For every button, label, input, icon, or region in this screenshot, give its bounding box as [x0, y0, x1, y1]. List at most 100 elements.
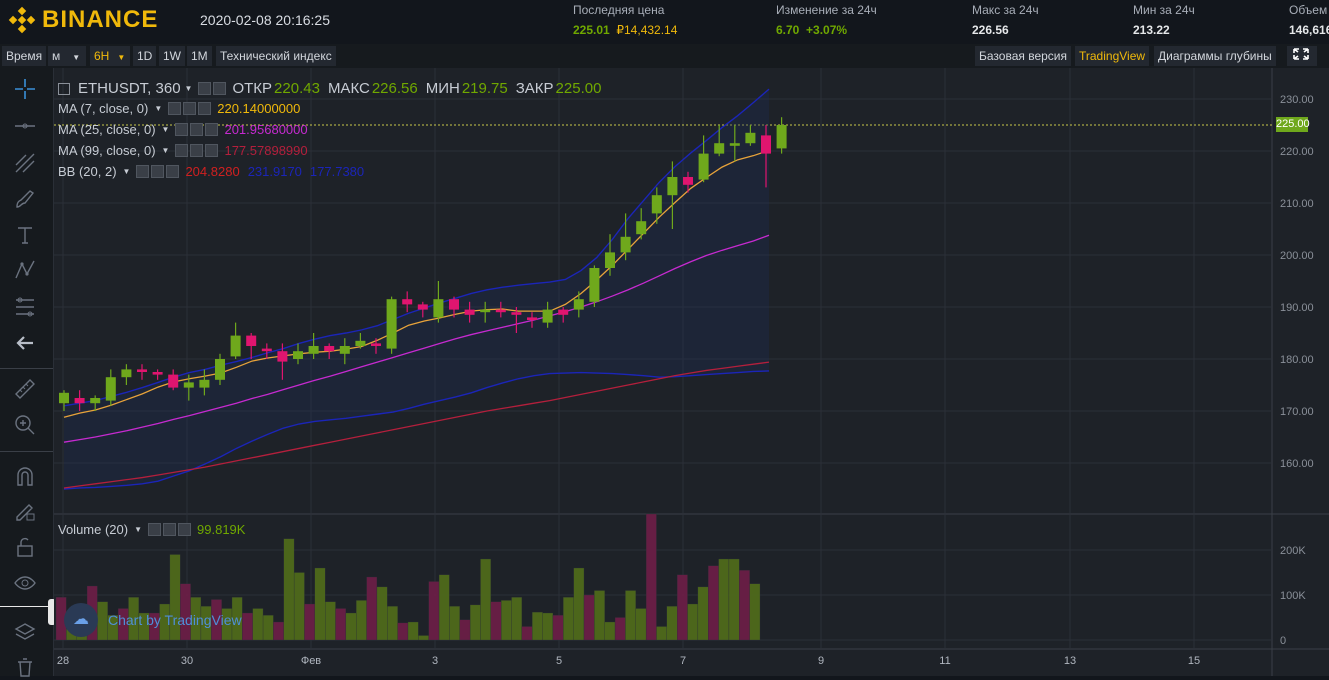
depth-charts-button[interactable]: Диаграммы глубины: [1154, 46, 1276, 66]
trend-line-tool[interactable]: [12, 150, 38, 176]
volume-bar: [666, 606, 678, 641]
price-tick-label: 160.00: [1280, 458, 1314, 470]
tech-index-button[interactable]: Технический индекс: [216, 46, 336, 66]
basic-version-button[interactable]: Базовая версия: [975, 46, 1071, 66]
lock-drawing-tool[interactable]: [12, 498, 38, 524]
chevron-down-icon[interactable]: ▼: [134, 525, 143, 534]
volume-bar: [314, 567, 326, 641]
unlock-icon: [17, 537, 33, 557]
chart-area[interactable]: 230.00 220.00 210.00 200.00 190.00 180.00 170.…: [54, 68, 1329, 676]
high-value: 226.56: [972, 23, 1009, 37]
open-label: ОТКР: [232, 80, 273, 97]
ma25-buttons[interactable]: [175, 123, 219, 136]
candle-body: [355, 340, 366, 346]
chevron-down-icon[interactable]: ▼: [161, 146, 170, 155]
volume-bar: [459, 619, 471, 641]
fib-tool[interactable]: [12, 294, 38, 320]
low-value: 219.75: [461, 80, 508, 97]
collapse-legend-icon[interactable]: [58, 82, 70, 95]
volume-bar: [262, 615, 274, 641]
chevron-down-icon[interactable]: ▼: [154, 104, 163, 113]
volume-bar: [532, 611, 543, 641]
candle-body: [698, 153, 709, 180]
chevron-down-icon[interactable]: ▼: [122, 167, 131, 176]
interval-1d-button[interactable]: 1D: [133, 46, 157, 66]
ma25-label[interactable]: MA (25, close, 0): [58, 122, 156, 137]
pattern-icon: [15, 260, 35, 279]
volume-bars: [55, 513, 761, 641]
chevron-down-icon[interactable]: ▼: [161, 125, 170, 134]
volume-bar: [511, 597, 523, 641]
volume-bar: [687, 603, 699, 641]
candle-body: [183, 382, 194, 388]
chevron-down-icon[interactable]: ▼: [184, 84, 193, 93]
logo[interactable]: BINANCE: [8, 6, 158, 34]
candle-body: [417, 304, 428, 310]
legend-buttons[interactable]: [198, 82, 227, 95]
ma7-buttons[interactable]: [168, 102, 212, 115]
fullscreen-button[interactable]: [1287, 46, 1317, 66]
watermark-text: Chart by TradingView: [108, 612, 242, 628]
last-price-value: 225.01: [573, 23, 610, 37]
candle-body: [449, 299, 459, 310]
volume-tick-label: 100K: [1280, 590, 1306, 602]
crosshair-tool[interactable]: [12, 76, 38, 102]
candle-body: [558, 309, 569, 315]
interval-1m-button[interactable]: 1M: [187, 46, 212, 66]
ma99-buttons[interactable]: [175, 144, 219, 157]
volume-bar: [438, 574, 450, 641]
ma99-label[interactable]: MA (99, close, 0): [58, 143, 156, 158]
text-tool[interactable]: [12, 222, 38, 248]
back-tool[interactable]: [12, 330, 38, 356]
bollinger-band-fill: [64, 89, 769, 490]
unlock-tool[interactable]: [12, 534, 38, 560]
time-tick-label: 11: [939, 655, 950, 667]
layers-tool[interactable]: [12, 620, 38, 646]
bb-upper-value: 231.9170: [247, 164, 302, 179]
candle-body: [137, 369, 147, 372]
symbol-legend: ETHUSDT, 360 ▼ ОТКР 220.43 МАКС 226.56 М…: [58, 80, 609, 97]
volume-label[interactable]: Volume (20): [58, 522, 129, 537]
volume-bar: [490, 601, 502, 641]
price-chart[interactable]: 230.00 220.00 210.00 200.00 190.00 180.00 170.…: [54, 68, 1329, 676]
volume-bar: [428, 581, 440, 641]
candle-body: [371, 343, 381, 346]
bb-upper-line: [63, 88, 770, 407]
time-label[interactable]: Время: [2, 46, 47, 66]
volume-bar: [739, 570, 750, 641]
sidebar-collapse-handle[interactable]: [48, 599, 56, 625]
trash-tool[interactable]: [12, 654, 38, 680]
candle-body: [293, 351, 303, 359]
volume-buttons[interactable]: [148, 523, 192, 536]
ma99-legend: MA (99, close, 0) ▼ 177.57898990: [58, 143, 308, 158]
tradingview-watermark[interactable]: ☁ Chart by TradingView: [64, 603, 242, 637]
ma25-line: [63, 234, 770, 443]
horizontal-line-tool[interactable]: [12, 113, 38, 139]
tools-divider: [0, 451, 53, 452]
trend-line-icon: [15, 153, 35, 173]
minute-dropdown[interactable]: м ▼: [48, 46, 86, 66]
bb-label[interactable]: BB (20, 2): [58, 164, 117, 179]
zoom-tool[interactable]: [12, 412, 38, 438]
logo-text: BINANCE: [42, 6, 159, 33]
minute-label: м: [52, 49, 61, 63]
change-value: 6.70: [776, 23, 800, 37]
volume-bar: [521, 626, 533, 641]
candlesticks: [59, 117, 787, 411]
price-tick-label: 210.00: [1280, 198, 1314, 210]
tradingview-button[interactable]: TradingView: [1075, 46, 1150, 66]
symbol-label[interactable]: ETHUSDT, 360: [78, 80, 181, 97]
change-label: Изменение за 24ч: [776, 3, 877, 17]
brush-tool[interactable]: [12, 186, 38, 212]
pattern-tool[interactable]: [12, 257, 38, 283]
ruler-tool[interactable]: [12, 376, 38, 402]
time-tick-label: 13: [1064, 655, 1076, 667]
ma7-label[interactable]: MA (7, close, 0): [58, 101, 149, 116]
tools-divider: [0, 606, 53, 607]
interval-6h-dropdown[interactable]: 6H ▼: [90, 46, 130, 66]
magnet-tool[interactable]: [12, 464, 38, 490]
volume-bar: [635, 608, 647, 641]
bb-buttons[interactable]: [136, 165, 180, 178]
visibility-tool[interactable]: [12, 570, 38, 596]
interval-1w-button[interactable]: 1W: [159, 46, 185, 66]
